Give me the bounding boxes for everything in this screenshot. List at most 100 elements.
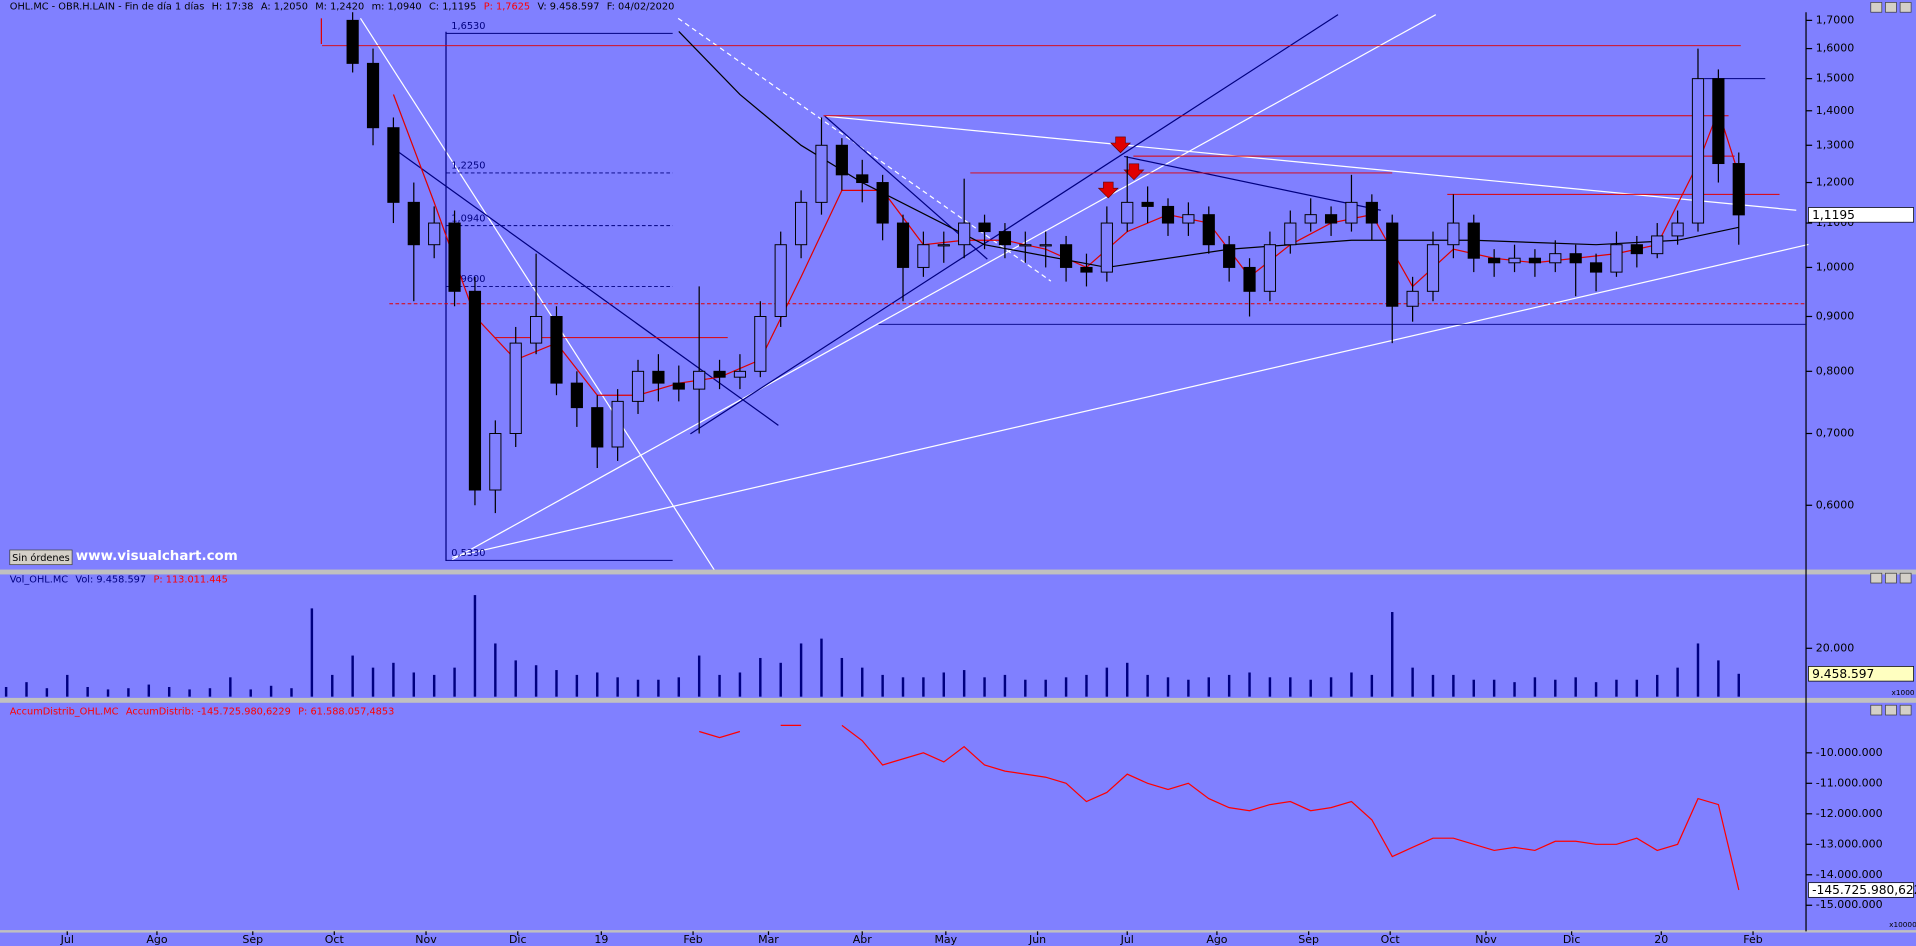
legend-item: P: 113.011.445: [153, 574, 227, 585]
close-button[interactable]: [1899, 572, 1912, 584]
volume-bar: [555, 670, 558, 697]
candle-body: [1284, 222, 1297, 246]
orders-button[interactable]: [9, 549, 73, 566]
x-tick-label: Mar: [758, 933, 779, 946]
y-tick-label: 1,6000: [1816, 42, 1854, 55]
y-tick-label: -12.000.000: [1816, 807, 1883, 820]
candle-body: [958, 222, 971, 246]
candle-body: [1610, 244, 1623, 273]
candle-body: [1569, 253, 1582, 264]
candle-body: [489, 433, 502, 491]
trend-line: [451, 243, 1809, 558]
volume-bar: [575, 674, 579, 697]
panel-separator: [0, 569, 1916, 575]
x-tick-label: Sep: [242, 933, 263, 946]
volume-bar: [1227, 674, 1231, 697]
volume-bar: [106, 689, 110, 697]
window-buttons[interactable]: [1870, 2, 1912, 716]
trend-line: [390, 146, 779, 426]
x-tick-label: Dic: [509, 933, 527, 946]
volume-bar: [1024, 679, 1027, 697]
candle-body: [611, 400, 624, 448]
volume-bar: [1146, 674, 1149, 697]
volume-bar: [1207, 677, 1210, 697]
volume-bar: [127, 688, 130, 697]
candle-body: [1059, 244, 1073, 268]
volume-bar: [208, 688, 212, 697]
volume-bar: [432, 674, 436, 697]
candle-body: [1019, 244, 1032, 247]
y-tick-label: 20.000: [1816, 641, 1854, 654]
close-button[interactable]: [1899, 2, 1912, 13]
volume-bar: [942, 672, 946, 697]
x-tick-label: 20: [1654, 933, 1668, 946]
legend-item: AccumDistrib_OHL.MC: [10, 706, 119, 717]
volume-bar: [820, 638, 823, 697]
candle-body: [509, 342, 522, 434]
volume-bar: [983, 677, 986, 697]
candle-body: [1589, 262, 1603, 273]
candle-body: [1386, 222, 1399, 307]
candle-body: [407, 201, 420, 246]
accum-distrib-line: [699, 724, 1740, 891]
y-tick-label: -13.000.000: [1816, 837, 1883, 850]
x-tick-label: Jul: [60, 933, 74, 946]
candle-body: [1549, 253, 1562, 264]
orders-button-label[interactable]: Sin órdenes: [12, 552, 70, 564]
legend-item: A: 1,2050: [261, 2, 308, 13]
level-label: 0,5330: [451, 548, 485, 559]
volume-bar: [473, 595, 477, 697]
volume-bar: [636, 679, 640, 697]
candle-body: [1528, 257, 1542, 264]
legend-item: OHL.MC - OBR.H.LAIN - Fin de día 1 días: [10, 1, 205, 13]
volume-bar: [4, 686, 8, 697]
candle-body: [1080, 266, 1093, 273]
candle-body: [1508, 257, 1521, 264]
volume-bar: [66, 674, 69, 697]
legend-item: H: 17:38: [212, 2, 254, 13]
volume-bar: [1289, 677, 1292, 697]
y-tick-label: 0,9000: [1816, 309, 1854, 322]
candle-body: [1141, 201, 1154, 207]
candle-body: [978, 222, 991, 233]
x-tick-label: Oct: [1381, 933, 1401, 946]
maximize-button[interactable]: [1885, 2, 1897, 13]
volume-bar: [1105, 667, 1109, 697]
x-tick-label: Nov: [1475, 933, 1497, 946]
y-tick-label: 1,4000: [1816, 104, 1854, 117]
y-tick-label: 0,7000: [1816, 426, 1854, 439]
volume-bar: [1513, 682, 1516, 697]
maximize-button[interactable]: [1885, 572, 1897, 584]
volume-bar: [1452, 674, 1455, 697]
candle-body: [366, 62, 380, 129]
signal-arrows: [1097, 136, 1145, 199]
x-tick-label: 19: [594, 933, 608, 946]
candle-body: [1263, 244, 1277, 292]
minimize-button[interactable]: [1870, 572, 1883, 584]
minimize-button[interactable]: [1870, 704, 1883, 716]
candle-body: [754, 315, 767, 372]
close-button[interactable]: [1899, 704, 1912, 716]
minimize-button[interactable]: [1870, 2, 1883, 13]
volume-bar: [229, 677, 232, 697]
volume-bar: [596, 672, 599, 697]
panel-separator: [0, 697, 1916, 703]
legend-item: P: 61.588.057,4853: [298, 706, 394, 717]
maximize-button[interactable]: [1885, 704, 1897, 716]
legend-item: C: 1,1195: [429, 2, 476, 13]
x-tick-label: Dic: [1563, 933, 1581, 946]
candle-body: [1365, 201, 1378, 224]
candle-body: [428, 222, 441, 246]
volume-bar: [1044, 679, 1047, 697]
y-tick-label: 1,2000: [1816, 176, 1854, 189]
volume-bar: [1391, 612, 1394, 697]
level-label: 1,0940: [451, 213, 485, 224]
candle-body: [835, 144, 848, 176]
candle-body: [387, 127, 400, 203]
volume-bar: [677, 677, 681, 697]
candle-body: [652, 370, 665, 384]
candle-body: [448, 222, 461, 292]
candle-body: [530, 315, 543, 344]
y-tick-label: 1,5000: [1816, 72, 1854, 85]
x-tick-label: Ago: [146, 933, 167, 946]
